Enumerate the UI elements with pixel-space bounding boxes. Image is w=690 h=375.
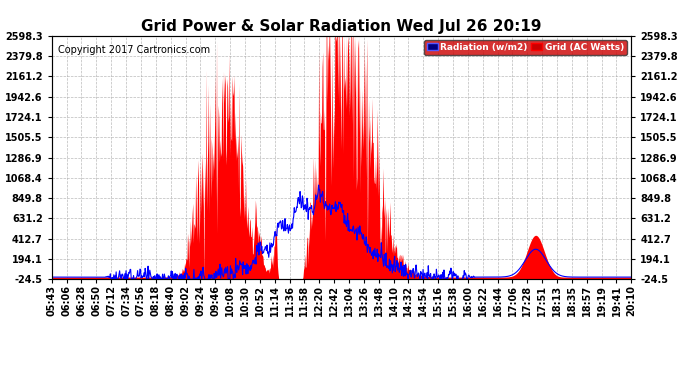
Text: Copyright 2017 Cartronics.com: Copyright 2017 Cartronics.com: [57, 45, 210, 56]
Title: Grid Power & Solar Radiation Wed Jul 26 20:19: Grid Power & Solar Radiation Wed Jul 26 …: [141, 20, 542, 34]
Legend: Radiation (w/m2), Grid (AC Watts): Radiation (w/m2), Grid (AC Watts): [424, 40, 627, 54]
